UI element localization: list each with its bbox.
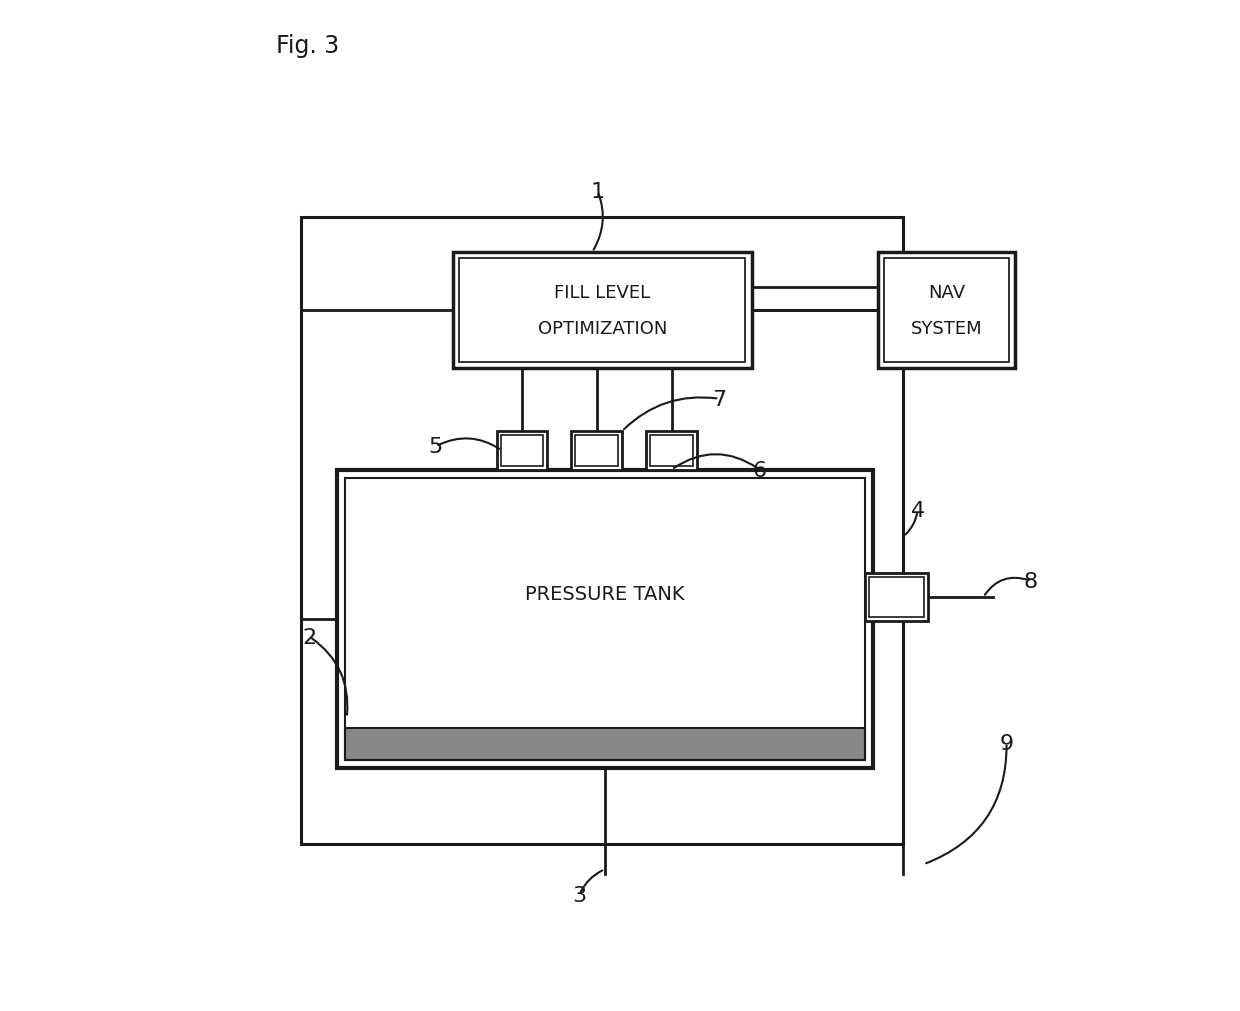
Text: 2: 2 <box>303 627 316 647</box>
Bar <box>650 436 693 466</box>
Bar <box>501 436 543 466</box>
Text: FILL LEVEL: FILL LEVEL <box>554 284 650 301</box>
Bar <box>884 259 1008 363</box>
Text: SYSTEM: SYSTEM <box>910 320 982 338</box>
Text: 6: 6 <box>753 460 766 480</box>
Bar <box>646 432 697 470</box>
Text: 4: 4 <box>910 500 925 521</box>
Bar <box>866 573 928 622</box>
Bar <box>878 253 1014 369</box>
Text: NAV: NAV <box>928 284 965 301</box>
Bar <box>336 470 873 768</box>
Text: 9: 9 <box>999 733 1013 753</box>
Bar <box>572 432 622 470</box>
Bar <box>496 432 547 470</box>
Text: Fig. 3: Fig. 3 <box>277 33 340 58</box>
Bar <box>866 573 928 622</box>
Bar <box>496 432 547 470</box>
Bar <box>575 436 618 466</box>
Bar <box>345 728 866 760</box>
Bar <box>453 253 751 369</box>
Bar <box>646 432 697 470</box>
Bar <box>345 478 866 760</box>
Bar <box>869 577 924 618</box>
Bar <box>878 253 1014 369</box>
Text: 3: 3 <box>573 885 587 905</box>
Bar <box>459 259 745 363</box>
Bar <box>336 470 873 768</box>
Text: 7: 7 <box>712 389 727 409</box>
Bar <box>453 253 751 369</box>
Text: 1: 1 <box>590 182 605 202</box>
Bar <box>301 217 904 844</box>
Bar <box>572 432 622 470</box>
Text: 8: 8 <box>1024 571 1038 591</box>
Text: OPTIMIZATION: OPTIMIZATION <box>538 320 667 338</box>
Text: 5: 5 <box>429 437 443 457</box>
Text: PRESSURE TANK: PRESSURE TANK <box>525 584 684 604</box>
